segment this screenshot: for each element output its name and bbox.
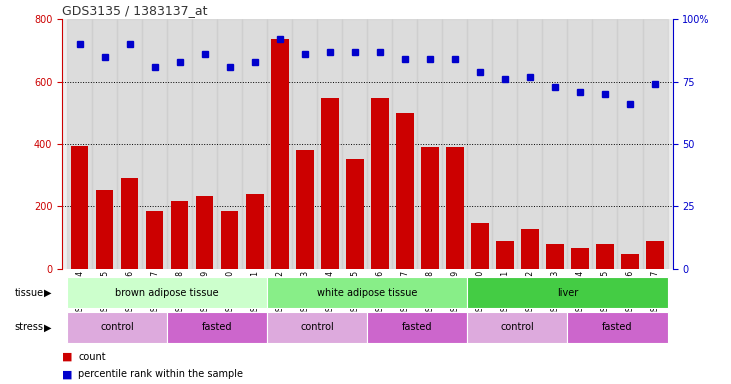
Bar xyxy=(442,19,467,269)
Text: stress: stress xyxy=(15,322,44,333)
Bar xyxy=(196,197,213,269)
Bar xyxy=(92,19,117,269)
Text: ■: ■ xyxy=(62,369,72,379)
Bar xyxy=(621,255,639,269)
Bar xyxy=(467,19,493,269)
Text: ▶: ▶ xyxy=(44,288,51,298)
Bar xyxy=(521,229,539,269)
Text: fasted: fasted xyxy=(202,322,232,333)
Bar xyxy=(268,19,292,269)
Bar xyxy=(96,190,113,269)
Text: percentile rank within the sample: percentile rank within the sample xyxy=(78,369,243,379)
Bar xyxy=(143,19,167,269)
Bar xyxy=(471,223,488,269)
Text: control: control xyxy=(300,322,334,333)
Bar xyxy=(646,241,664,269)
Text: brown adipose tissue: brown adipose tissue xyxy=(115,288,219,298)
Text: control: control xyxy=(100,322,134,333)
Bar xyxy=(67,312,167,343)
Bar xyxy=(396,113,414,269)
Bar xyxy=(393,19,417,269)
Bar xyxy=(546,244,564,269)
Bar xyxy=(567,312,667,343)
Text: ■: ■ xyxy=(62,352,72,362)
Bar xyxy=(268,277,467,308)
Bar xyxy=(117,19,143,269)
Text: tissue: tissue xyxy=(15,288,44,298)
Bar xyxy=(367,19,393,269)
Bar xyxy=(467,312,567,343)
Bar xyxy=(371,98,389,269)
Bar xyxy=(367,312,467,343)
Bar xyxy=(496,242,514,269)
Bar xyxy=(446,147,463,269)
Bar xyxy=(571,248,588,269)
Bar xyxy=(246,194,263,269)
Bar xyxy=(171,201,189,269)
Bar xyxy=(167,19,192,269)
Bar xyxy=(346,159,363,269)
Bar xyxy=(271,40,289,269)
Bar xyxy=(67,277,268,308)
Bar xyxy=(221,211,238,269)
Bar xyxy=(417,19,442,269)
Text: liver: liver xyxy=(557,288,578,298)
Bar xyxy=(467,277,667,308)
Bar xyxy=(317,19,342,269)
Bar xyxy=(121,178,138,269)
Bar xyxy=(493,19,518,269)
Bar xyxy=(71,146,88,269)
Bar xyxy=(596,244,614,269)
Bar xyxy=(217,19,242,269)
Bar xyxy=(567,19,592,269)
Text: fasted: fasted xyxy=(602,322,633,333)
Bar xyxy=(542,19,567,269)
Text: white adipose tissue: white adipose tissue xyxy=(317,288,417,298)
Bar xyxy=(592,19,618,269)
Text: count: count xyxy=(78,352,106,362)
Bar xyxy=(167,312,268,343)
Text: control: control xyxy=(501,322,534,333)
Bar xyxy=(292,19,317,269)
Text: ▶: ▶ xyxy=(44,322,51,333)
Text: fasted: fasted xyxy=(402,322,433,333)
Bar xyxy=(342,19,367,269)
Bar xyxy=(618,19,643,269)
Bar xyxy=(192,19,217,269)
Bar xyxy=(67,19,92,269)
Bar xyxy=(146,211,164,269)
Text: GDS3135 / 1383137_at: GDS3135 / 1383137_at xyxy=(62,3,208,17)
Bar xyxy=(296,150,314,269)
Bar xyxy=(518,19,542,269)
Bar xyxy=(643,19,667,269)
Bar xyxy=(268,312,367,343)
Bar xyxy=(421,147,439,269)
Bar xyxy=(321,98,338,269)
Bar xyxy=(242,19,268,269)
